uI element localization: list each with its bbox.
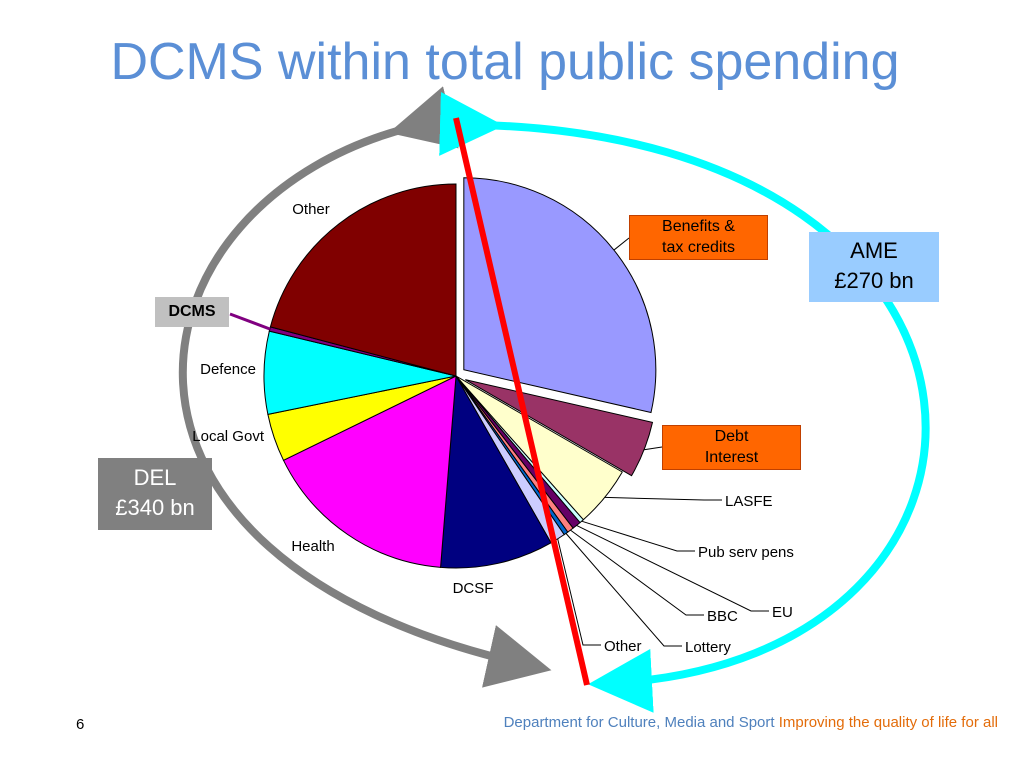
pie-slice-dcsf-8 xyxy=(440,374,552,569)
pie-slice-other-13 xyxy=(269,183,457,377)
slice-label-7: Other xyxy=(604,638,642,655)
callout-leader-12 xyxy=(229,312,271,331)
callout-leader-0 xyxy=(613,237,630,251)
pie-slice-health-9 xyxy=(282,375,457,568)
ame-total-line2: £270 bn xyxy=(834,268,914,293)
ame-total-box: AME £270 bn xyxy=(809,232,939,302)
slide-title: DCMS within total public spending xyxy=(110,33,900,91)
benefits-callout-line2: tax credits xyxy=(662,239,735,256)
leader-line-2 xyxy=(604,496,722,501)
slice-label-10: Local Govt xyxy=(192,428,265,445)
slice-label-6: Lottery xyxy=(685,639,731,656)
benefits-callout: Benefits & tax credits xyxy=(629,215,768,260)
pie-slice-debt-interest-1 xyxy=(465,379,654,477)
leader-line-7 xyxy=(557,538,601,646)
slice-label-13: Other xyxy=(292,201,330,218)
callout-leader-1 xyxy=(643,446,663,451)
dcms-callout: DCMS xyxy=(155,297,229,327)
benefits-callout-line1: Benefits & xyxy=(662,218,735,235)
del-total-box: DEL £340 bn xyxy=(98,458,212,530)
del-arc-arrow xyxy=(178,86,552,688)
slice-label-2: LASFE xyxy=(725,493,773,510)
slice-label-9: Health xyxy=(291,538,334,555)
leader-line-3 xyxy=(581,520,695,552)
footer-org: Department for Culture, Media and Sport xyxy=(503,714,775,731)
slice-label-5: BBC xyxy=(707,608,738,625)
ame-total-line1: AME xyxy=(850,238,898,263)
ame-arc-arrow xyxy=(439,91,930,713)
slice-label-4: EU xyxy=(772,604,793,621)
del-total-line2: £340 bn xyxy=(115,495,195,520)
del-ame-divider-line xyxy=(453,117,590,686)
slice-label-8: DCSF xyxy=(453,580,494,597)
footer-tagline: Improving the quality of life for all xyxy=(778,714,998,731)
del-total-line1: DEL xyxy=(133,465,177,490)
debt-callout-line2: Interest xyxy=(704,449,759,466)
leader-line-4 xyxy=(576,524,769,612)
pie-slice-benefits-tax-credits-0 xyxy=(463,177,657,414)
dcms-callout-label: DCMS xyxy=(168,303,216,320)
debt-callout: Debt Interest xyxy=(662,425,801,470)
slice-label-11: Defence xyxy=(200,361,256,378)
debt-callout-line1: Debt xyxy=(714,428,749,445)
leader-line-5 xyxy=(570,529,704,616)
page-number: 6 xyxy=(76,716,85,733)
leader-line-6 xyxy=(565,533,682,647)
slice-label-3: Pub serv pens xyxy=(698,544,794,561)
footer: Department for Culture, Media and Sport … xyxy=(504,714,998,731)
